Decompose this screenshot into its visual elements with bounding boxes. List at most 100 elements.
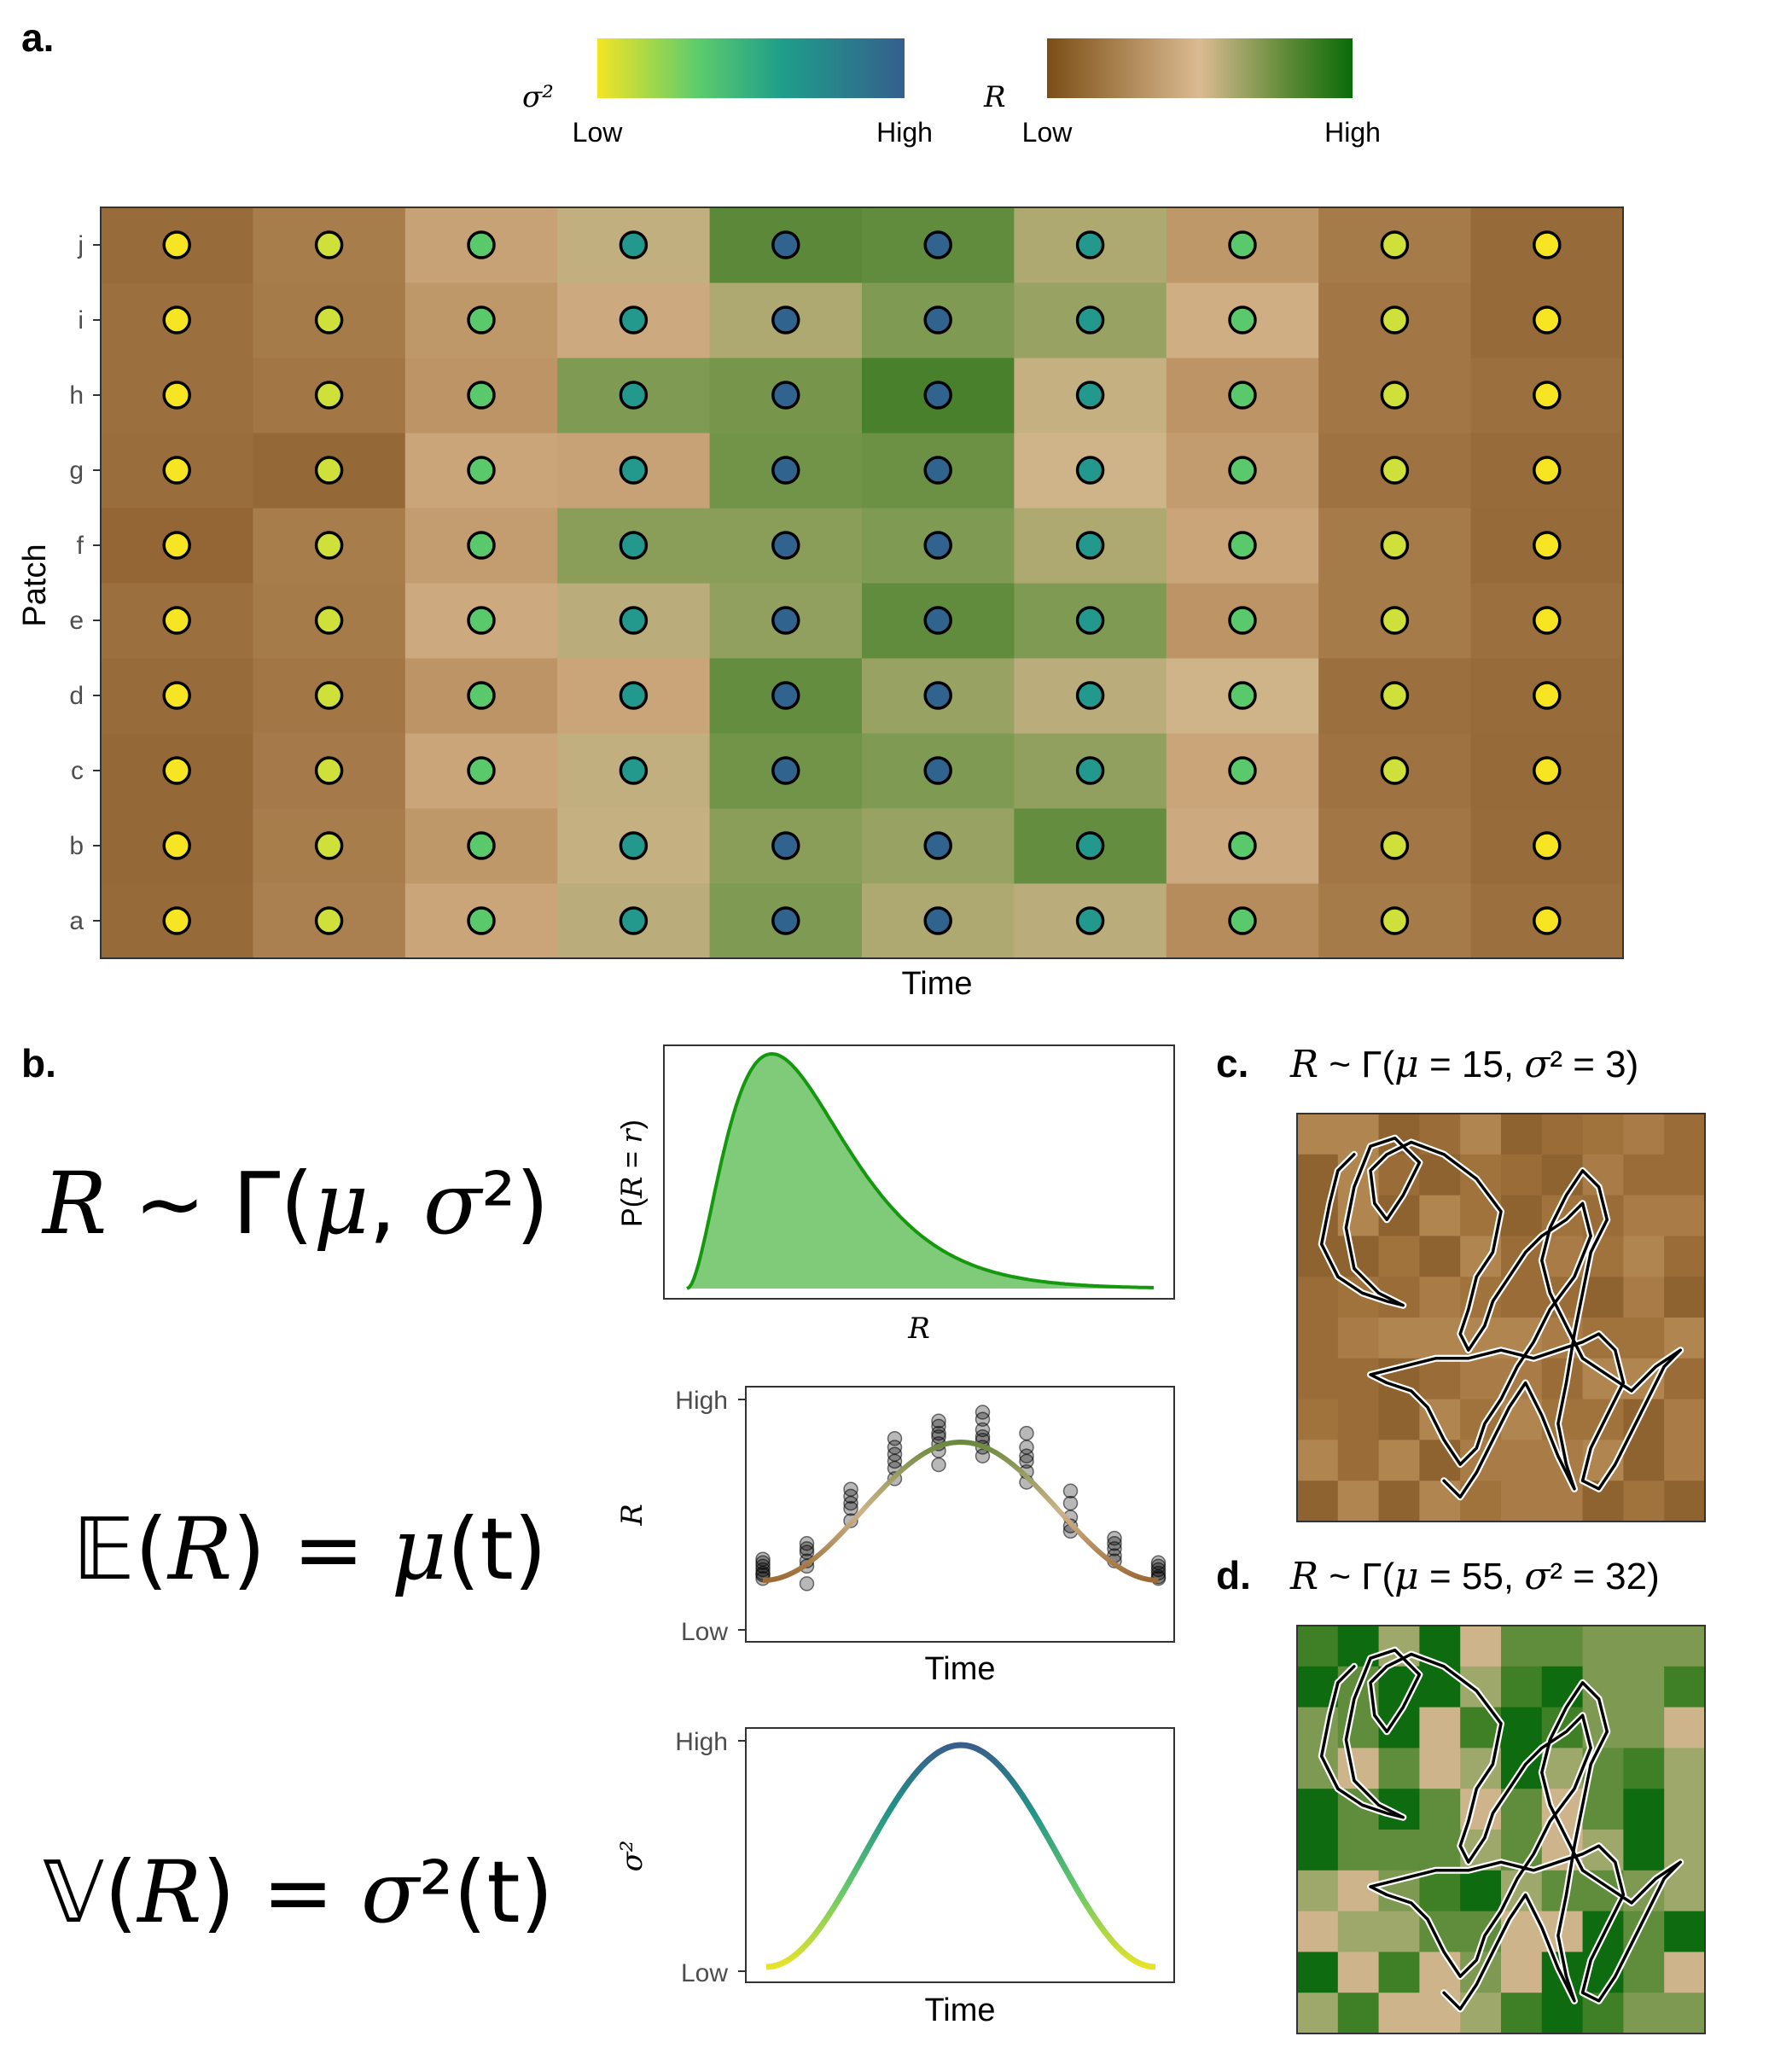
- sigma-point: [162, 681, 191, 710]
- sigma-point: [1380, 756, 1410, 785]
- landscape-cell: [1297, 1789, 1339, 1830]
- landscape-cell: [1337, 1399, 1380, 1440]
- landscape-cell: [1460, 1358, 1502, 1400]
- sigma-point: [1380, 906, 1410, 935]
- landscape-cell: [1501, 1154, 1543, 1196]
- legend: σ² Low High R Low High: [522, 38, 1381, 148]
- landscape-cell: [1664, 1707, 1706, 1748]
- landscape-cell: [1664, 1154, 1706, 1196]
- landscape-cell: [1337, 1481, 1380, 1522]
- sigma-point: [1228, 381, 1257, 410]
- equation-gamma: R ~ Γ(μ, σ²): [41, 1154, 549, 1254]
- sigma-point: [1533, 305, 1562, 335]
- landscape-cell: [1582, 1626, 1624, 1667]
- observation-point: [931, 1418, 946, 1434]
- landscape-cell: [1623, 1440, 1665, 1481]
- sigma-point: [1533, 906, 1562, 935]
- sigma-point: [1380, 456, 1410, 485]
- observation-point: [1062, 1483, 1079, 1498]
- sigma-point: [162, 831, 191, 860]
- observation-point: [1107, 1530, 1122, 1546]
- patch-tick-label: g: [69, 457, 84, 485]
- landscape-cell: [1664, 1195, 1706, 1236]
- sigma-point: [923, 305, 952, 335]
- landscape-cell: [1501, 1440, 1543, 1481]
- landscape-cell: [1297, 1830, 1339, 1871]
- sigma-point: [619, 531, 649, 560]
- landscape-cell: [1419, 1830, 1461, 1871]
- panel-a-ylabel: Patch: [17, 544, 53, 626]
- landscape-cell: [1378, 1748, 1420, 1789]
- sigma-point: [1075, 606, 1105, 635]
- patch-tick-label: d: [69, 682, 84, 710]
- sigma-point: [1228, 456, 1257, 485]
- heatmap-frame: [100, 207, 1624, 959]
- sigma-point: [467, 906, 496, 935]
- landscape-cell: [1419, 1195, 1461, 1236]
- equation-expectation: 𝔼(R) = μ(t): [73, 1499, 547, 1599]
- landscape-cell: [1664, 1481, 1706, 1522]
- landscape-cell: [1378, 1481, 1420, 1522]
- landscape-cell: [1623, 1236, 1665, 1277]
- landscape-cell: [1623, 1993, 1665, 2034]
- movement-track: [1319, 1136, 1683, 1499]
- mean-plot: High Low R Time: [615, 1386, 1175, 1687]
- sigma-point: [314, 381, 344, 410]
- landscape-cell: [1460, 1626, 1502, 1667]
- sigma-point: [923, 756, 952, 785]
- observation-point: [1062, 1495, 1079, 1511]
- landscape-cell: [1664, 1440, 1706, 1481]
- sigma-point: [771, 381, 800, 410]
- legend-sigma-colorbar: [597, 38, 905, 98]
- landscape-cell: [1664, 1277, 1706, 1318]
- sigma-point: [1380, 305, 1410, 335]
- patch-tick-label: f: [77, 532, 84, 560]
- sigma-point: [162, 606, 191, 635]
- sigma-point: [1533, 230, 1562, 259]
- sigma-point: [771, 305, 800, 335]
- landscape-cell: [1419, 1789, 1461, 1830]
- landscape-cell: [1664, 1114, 1706, 1155]
- sigma-point: [923, 831, 952, 860]
- sigma-point: [1075, 381, 1105, 410]
- sigma-point: [162, 230, 191, 259]
- sigma-point: [1228, 305, 1257, 335]
- landscape-cell: [1419, 1277, 1461, 1318]
- landscape-cell: [1419, 1318, 1461, 1359]
- observation-point: [1150, 1555, 1167, 1571]
- density-ylabel: P(R = r): [615, 1120, 649, 1227]
- landscape-cell: [1378, 1318, 1420, 1359]
- landscape-cell: [1623, 1195, 1665, 1236]
- landscape-cell: [1623, 1952, 1665, 1993]
- landscape-cell: [1582, 1789, 1624, 1830]
- landscape-cell: [1623, 1626, 1665, 1667]
- sigma-point: [314, 756, 344, 785]
- panel-d-title: R ~ Γ(μ = 55, σ² = 32): [1289, 1555, 1660, 1598]
- landscape-cell: [1664, 1952, 1706, 1993]
- legend-r-colorbar: [1047, 38, 1353, 98]
- sigma-point: [467, 230, 496, 259]
- landscape-cell: [1297, 1277, 1339, 1318]
- sigma-point: [1228, 756, 1257, 785]
- landscape-cell: [1419, 1358, 1461, 1400]
- mean-ytick-low: Low: [681, 1618, 728, 1646]
- landscape-cell: [1337, 1952, 1380, 1993]
- landscape-cell: [1378, 1830, 1420, 1871]
- sigma-point: [314, 681, 344, 710]
- sigma-point: [1533, 456, 1562, 485]
- sigma-point: [771, 230, 800, 259]
- panel-b-equations: R ~ Γ(μ, σ²) 𝔼(R) = μ(t) 𝕍(R) = σ²(t): [41, 1154, 554, 1942]
- observation-point: [1019, 1448, 1034, 1463]
- legend-sigma-symbol: σ²: [522, 80, 554, 114]
- sigma-point: [1075, 681, 1105, 710]
- landscape-cell: [1664, 1626, 1706, 1667]
- observation-point: [931, 1428, 946, 1445]
- observation-point: [1150, 1558, 1167, 1574]
- patch-tick-label: e: [69, 607, 84, 635]
- sigma-point: [1075, 456, 1105, 485]
- landscape-cell: [1378, 1399, 1420, 1440]
- landscape-cell: [1419, 1707, 1461, 1748]
- legend-r-symbol: R: [983, 80, 1006, 114]
- landscape-cell: [1501, 1707, 1543, 1748]
- observation-point: [843, 1481, 858, 1497]
